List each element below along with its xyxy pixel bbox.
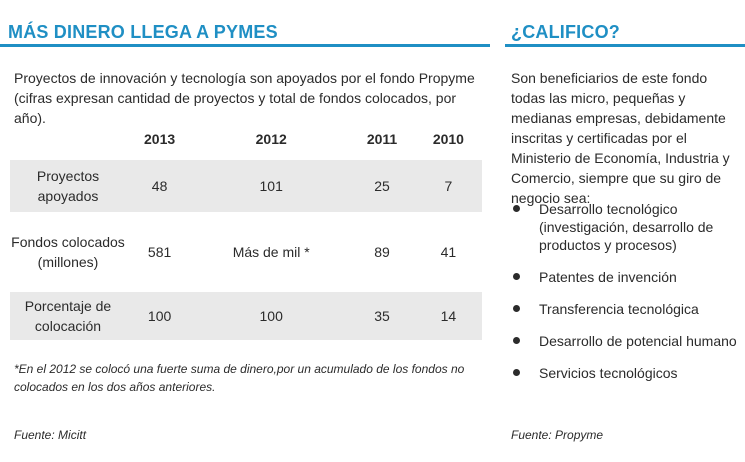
row-label: Fondos colocados (millones): [11, 234, 125, 270]
section-heading: MÁS DINERO LLEGA A PYMES: [8, 22, 278, 42]
table-cell: 7: [414, 160, 482, 212]
right-panel: ¿CALIFICO? Son beneficiarios de este fon…: [505, 0, 745, 462]
row-separator: [10, 288, 482, 292]
source-label: Fuente: Propyme: [511, 428, 604, 442]
year-header: 2010: [432, 131, 464, 147]
list-item: Desarrollo tecnológico (investigación, d…: [511, 200, 741, 254]
bullet-icon: [513, 273, 520, 280]
eligibility-text: Son beneficiarios de este fondo todas la…: [511, 70, 730, 206]
list-item: Patentes de invención: [511, 268, 741, 286]
list-item: Desarrollo de potencial humano: [511, 332, 741, 350]
table-cell: Más de mil *: [232, 244, 310, 260]
footnote: *En el 2012 se colocó una fuerte suma de…: [14, 362, 465, 394]
table-cell: 101: [193, 160, 350, 212]
list-item: Transferencia tecnológica: [511, 300, 741, 318]
bullet-icon: [513, 205, 520, 212]
left-panel: MÁS DINERO LLEGA A PYMES Proyectos de in…: [0, 22, 490, 442]
table-cell: 41: [440, 244, 457, 260]
bullet-icon: [513, 305, 520, 312]
row-separator: [10, 212, 482, 216]
table-cell: 100: [193, 292, 350, 340]
heading-rule: [0, 44, 490, 47]
table-cell: 100: [126, 292, 194, 340]
table-cell: 581: [147, 244, 172, 260]
table-cell: 35: [349, 292, 415, 340]
row-label: Proyectos apoyados: [10, 160, 126, 212]
table-cell: 89: [374, 244, 390, 260]
table-header-row: 2013 2012 2011 2010: [10, 118, 482, 160]
header-empty: [10, 118, 126, 160]
list-item: Servicios tecnológicos: [511, 364, 741, 382]
table-cell: 25: [349, 160, 415, 212]
table-row: Fondos colocados (millones) 581 Más de m…: [10, 216, 482, 288]
heading-rule: [505, 44, 745, 47]
list-item-text: Patentes de invención: [539, 269, 677, 285]
list-item-text: Desarrollo de potencial humano: [539, 333, 737, 349]
list-item-text: Desarrollo tecnológico (investigación, d…: [539, 201, 714, 253]
source-label: Fuente: Micitt: [14, 428, 87, 442]
data-table: 2013 2012 2011 2010 Proyectos apoyados 4…: [10, 118, 482, 340]
bullet-icon: [513, 369, 520, 376]
section-heading: ¿CALIFICO?: [511, 22, 620, 42]
table-row: Porcentaje de colocación 100 100 35 14: [10, 292, 482, 340]
year-header: 2011: [366, 131, 398, 147]
intro-text: Proyectos de innovación y tecnología son…: [14, 70, 475, 126]
list-item-text: Transferencia tecnológica: [539, 301, 699, 317]
list-item-text: Servicios tecnológicos: [539, 365, 678, 381]
bullet-icon: [513, 337, 520, 344]
table-row: Proyectos apoyados 48 101 25 7: [10, 160, 482, 212]
year-header: 2013: [144, 131, 176, 147]
year-header: 2012: [255, 131, 287, 147]
row-label: Porcentaje de colocación: [10, 292, 126, 340]
criteria-list: Desarrollo tecnológico (investigación, d…: [511, 200, 741, 396]
table-cell: 14: [414, 292, 482, 340]
table-cell: 48: [126, 160, 194, 212]
